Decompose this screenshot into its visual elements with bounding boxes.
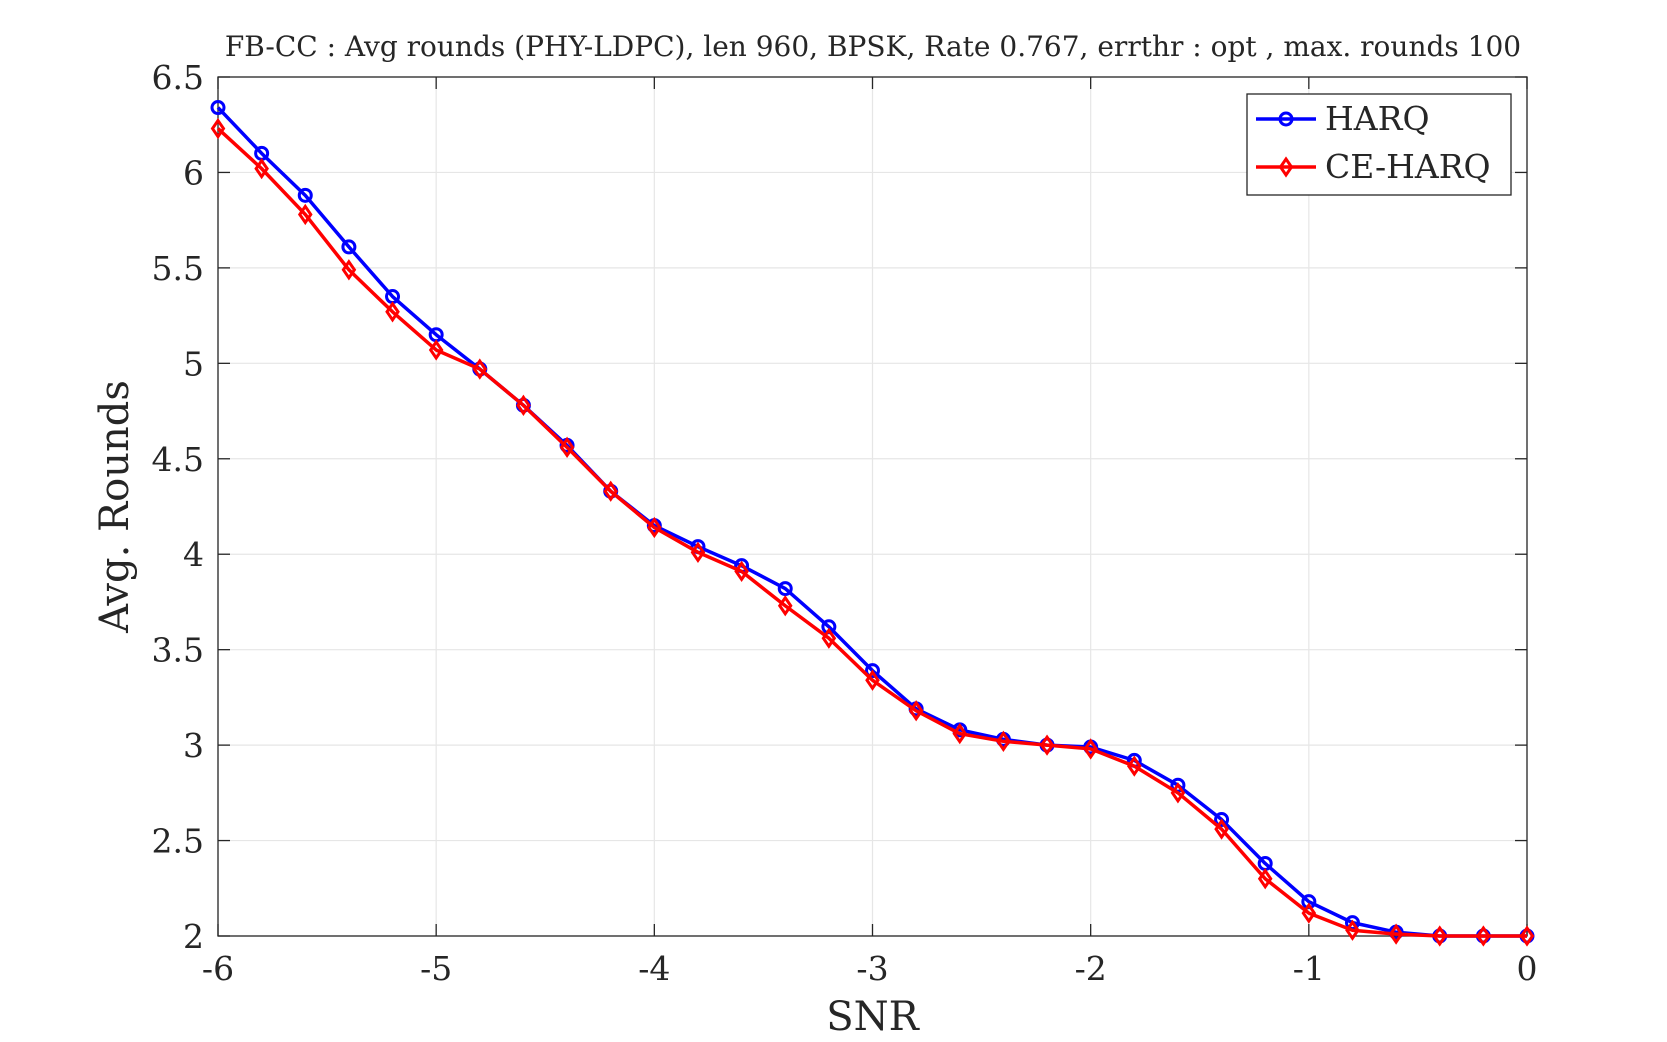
legend-marker-harq [1278, 111, 1294, 127]
legend-item-harq: HARQ [1256, 99, 1430, 138]
data-point-ce-harq [603, 480, 619, 502]
legend-label-ce-harq: CE-HARQ [1325, 147, 1491, 186]
data-point-ce-harq [1432, 925, 1448, 947]
data-point-ce-harq [559, 436, 575, 458]
series-line-ce-harq [216, 127, 1527, 938]
y-axis-label: Avg. Rounds [92, 380, 138, 634]
data-point-harq [341, 239, 357, 255]
legend-box [1246, 93, 1512, 196]
y-tick-label: 6.5 [152, 58, 204, 97]
x-tick-label: -6 [202, 949, 234, 988]
series-lines [210, 100, 1535, 947]
y-tick-label: 6 [183, 153, 204, 192]
data-point-ce-harq [777, 595, 793, 617]
legend: HARQ CE-HARQ [1246, 93, 1512, 196]
data-point-ce-harq [1126, 755, 1142, 777]
data-point-harq [297, 187, 313, 203]
y-tick-label: 3 [183, 726, 204, 765]
data-point-ce-harq [1345, 919, 1360, 941]
data-point-harq [210, 100, 226, 116]
data-point-ce-harq [341, 259, 357, 281]
data-point-ce-harq [1257, 868, 1273, 890]
data-point-ce-harq [1519, 925, 1535, 947]
data-point-ce-harq [1476, 925, 1491, 947]
x-axis-label: SNR [826, 994, 920, 1040]
data-point-ce-harq [385, 301, 400, 323]
chart-title: FB-CC : Avg rounds (PHY-LDPC), len 960, … [225, 30, 1521, 63]
data-point-ce-harq [1083, 738, 1098, 760]
y-tick-label: 5.5 [152, 249, 204, 288]
x-tick-label: 0 [1517, 949, 1538, 988]
data-point-ce-harq [690, 541, 706, 563]
data-point-ce-harq [996, 730, 1011, 752]
legend-item-ce-harq: CE-HARQ [1256, 147, 1491, 186]
data-point-ce-harq [734, 560, 749, 583]
data-point-ce-harq [472, 358, 488, 380]
series-ce-harq [210, 117, 1535, 947]
grid-lines [217, 76, 1528, 937]
data-point-ce-harq [908, 700, 924, 722]
data-point-ce-harq [647, 516, 662, 539]
data-point-ce-harq [428, 339, 444, 361]
axis-ticks: -6 -5 -4 -3 -2 -1 0 2 2.5 3 3.5 4 4.5 5 5.5 6 6.5 [152, 58, 1538, 988]
x-tick-label: -1 [1293, 949, 1325, 988]
y-tick-label: 4 [183, 535, 204, 574]
data-point-ce-harq [1170, 782, 1186, 804]
legend-label-harq: HARQ [1325, 99, 1430, 138]
y-tick-label: 2.5 [152, 822, 204, 861]
y-tick-label: 5 [183, 344, 204, 383]
data-point-ce-harq [297, 203, 313, 226]
data-point-ce-harq [1388, 923, 1404, 945]
data-point-ce-harq [1301, 902, 1317, 924]
data-point-ce-harq [254, 157, 269, 180]
y-tick-label: 2 [183, 917, 204, 956]
x-tick-label: -3 [856, 949, 888, 988]
legend-marker-ce-harq [1278, 156, 1294, 178]
data-point-ce-harq [516, 394, 531, 416]
x-tick-label: -2 [1075, 949, 1107, 988]
x-tick-label: -5 [420, 949, 452, 988]
data-point-ce-harq [952, 723, 968, 745]
data-point-ce-harq [865, 669, 880, 691]
y-tick-label: 4.5 [152, 440, 204, 479]
data-point-harq [865, 663, 880, 679]
data-point-ce-harq [1214, 818, 1229, 840]
data-point-harq [1214, 812, 1230, 828]
data-point-ce-harq [1039, 734, 1055, 756]
data-point-harq [777, 581, 793, 597]
x-tick-label: -4 [638, 949, 670, 988]
y-tick-label: 3.5 [152, 631, 204, 670]
data-point-ce-harq [821, 627, 837, 649]
data-point-ce-harq [210, 117, 226, 140]
